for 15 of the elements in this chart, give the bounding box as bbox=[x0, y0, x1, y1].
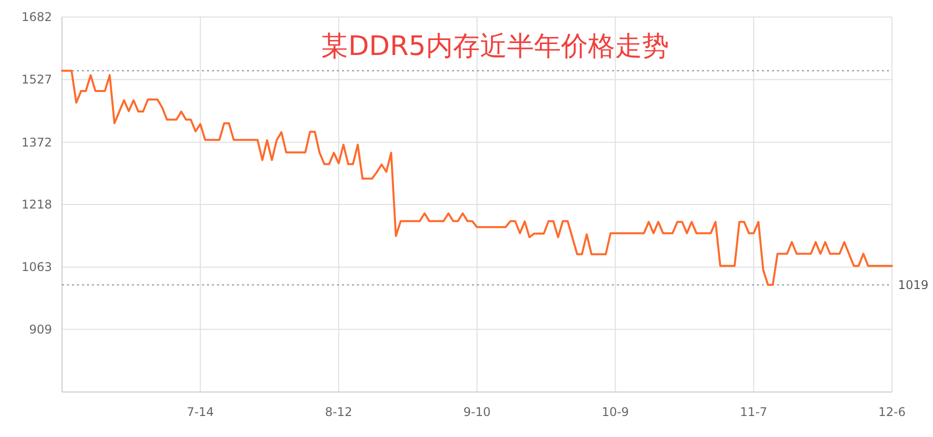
y-tick-label: 1218 bbox=[21, 198, 52, 212]
y-tick-label: 1682 bbox=[21, 10, 52, 24]
y-tick-label: 1527 bbox=[21, 72, 52, 87]
y-tick-label: 1372 bbox=[21, 135, 52, 150]
ref-line-label: 1019 bbox=[898, 278, 929, 292]
x-tick-label: 10-9 bbox=[602, 405, 629, 419]
y-tick-label: 909 bbox=[29, 322, 52, 336]
x-tick-label: 8-12 bbox=[325, 405, 352, 419]
line-series bbox=[61, 70, 893, 286]
x-tick-label: 7-14 bbox=[186, 405, 214, 419]
text: 某DDR5内存近半年价格走势 bbox=[321, 31, 669, 62]
y-tick-label: 1063 bbox=[21, 260, 52, 274]
x-tick-label: 12-6 bbox=[878, 405, 906, 419]
x-tick-label: 11-7 bbox=[740, 405, 768, 419]
x-tick-label: 9-10 bbox=[463, 405, 491, 419]
